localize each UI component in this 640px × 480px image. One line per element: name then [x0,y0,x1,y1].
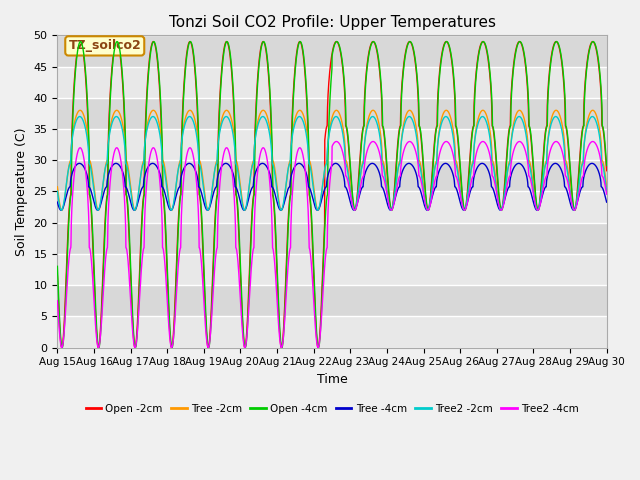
Tree -2cm [116,112,124,118]
Open -4cm [533,203,541,209]
Tree -2cm [603,184,611,190]
Tree2 -2cm [264,124,272,130]
Tree -2cm [288,133,296,139]
Tree2 -2cm [593,119,600,125]
Tree -4cm [588,160,596,166]
Bar [58,160,607,192]
Tree -4cm [116,164,124,169]
Open -2cm [589,39,596,45]
Tree2 -2cm [58,207,65,213]
Open -4cm [589,39,597,45]
Tree2 -4cm [58,345,66,350]
Tree -2cm [149,108,157,113]
Tree2 -4cm [603,191,611,197]
Bar [58,36,607,67]
Tree -2cm [58,207,66,213]
Line: Tree2 -4cm: Tree2 -4cm [58,142,607,348]
Open -4cm [264,64,272,70]
Line: Tree -4cm: Tree -4cm [58,163,607,210]
Bar [58,254,607,285]
Bar [58,316,607,348]
Line: Open -2cm: Open -2cm [58,42,607,348]
Tree -4cm [533,207,541,213]
Bar [58,67,607,98]
Tree2 -2cm [54,188,61,194]
X-axis label: Time: Time [317,373,348,386]
Open -2cm [58,345,66,350]
Tree2 -4cm [264,164,272,170]
Tree2 -4cm [116,154,124,160]
Tree2 -4cm [54,298,61,304]
Bar [58,98,607,129]
Text: TZ_soilco2: TZ_soilco2 [68,39,141,52]
Tree2 -4cm [149,145,157,151]
Tree2 -4cm [533,206,541,212]
Tree -4cm [288,170,296,176]
Open -4cm [54,264,61,269]
Tree -4cm [264,167,272,172]
Tree -4cm [149,160,157,166]
Tree -2cm [54,184,61,190]
Open -2cm [603,168,611,174]
Tree2 -2cm [533,207,541,213]
Line: Tree2 -2cm: Tree2 -2cm [58,117,607,210]
Tree2 -4cm [589,139,596,144]
Open -2cm [533,205,541,211]
Tree2 -2cm [603,188,611,194]
Tree -4cm [54,199,61,205]
Tree2 -4cm [593,142,600,147]
Open -4cm [58,345,66,350]
Tree -2cm [589,108,596,113]
Bar [58,223,607,254]
Line: Tree -2cm: Tree -2cm [58,110,607,210]
Tree -4cm [603,199,611,205]
Tree -4cm [57,207,65,213]
Open -2cm [149,39,157,45]
Tree2 -2cm [116,119,124,125]
Tree2 -2cm [589,114,596,120]
Tree2 -2cm [149,114,157,120]
Open -2cm [116,53,124,59]
Line: Open -4cm: Open -4cm [58,42,607,348]
Open -2cm [54,273,61,279]
Tree2 -2cm [288,135,296,141]
Open -4cm [149,39,157,45]
Tree -2cm [533,206,541,212]
Tree2 -4cm [288,197,296,203]
Bar [58,285,607,316]
Y-axis label: Soil Temperature (C): Soil Temperature (C) [15,127,28,256]
Open -4cm [603,163,611,168]
Bar [58,192,607,223]
Open -2cm [288,118,296,124]
Legend: Open -2cm, Tree -2cm, Open -4cm, Tree -4cm, Tree2 -2cm, Tree2 -4cm: Open -2cm, Tree -2cm, Open -4cm, Tree -4… [81,400,582,418]
Open -4cm [116,50,124,56]
Open -4cm [593,45,600,50]
Bar [58,129,607,160]
Tree -4cm [593,164,600,169]
Open -2cm [264,68,272,74]
Title: Tonzi Soil CO2 Profile: Upper Temperatures: Tonzi Soil CO2 Profile: Upper Temperatur… [168,15,495,30]
Tree -2cm [264,117,272,123]
Open -2cm [593,46,600,52]
Open -4cm [288,129,296,134]
Tree -2cm [593,112,600,118]
